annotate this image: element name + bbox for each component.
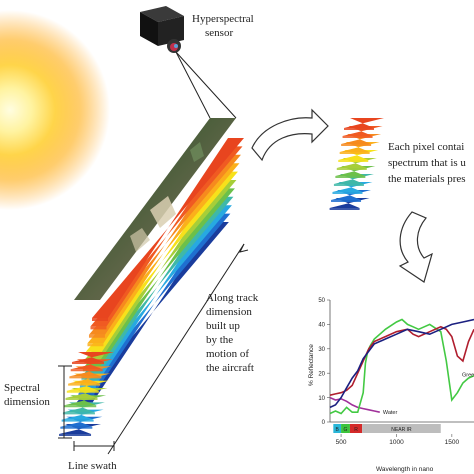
pixel-spectrum-stack [329, 118, 384, 210]
x-tick-label: 500 [336, 439, 347, 446]
band-layer-edge [335, 176, 366, 178]
y-tick-label: 20 [318, 371, 325, 377]
pixel-note-line3: the materials pres [388, 173, 466, 185]
band-strip-label: R [354, 427, 358, 433]
band-layer-edge [59, 434, 92, 436]
band-layer-edge [341, 144, 372, 146]
chart-band-strip [333, 424, 441, 433]
series-line [329, 325, 474, 396]
band-strip-label: G [344, 427, 348, 433]
camera-sensor-icon [140, 6, 184, 53]
y-tick-label: 40 [318, 323, 325, 329]
x-tick-label: 1000 [389, 439, 404, 446]
sensor-label-line1: Hyperspectral [192, 13, 254, 25]
band-layer-edge [69, 376, 102, 379]
band-layer-edge [336, 168, 367, 170]
along-track-line1: Along track [206, 292, 259, 304]
line-swath-label: Line swath [68, 460, 117, 472]
series-label-water: Water [383, 410, 398, 416]
spectral-dimension-line1: Spectral [4, 382, 40, 394]
band-layer-edge [339, 152, 370, 154]
sensor-field-of-view [175, 51, 237, 119]
band-strip-segment [349, 424, 363, 433]
spectral-dimension-bracket [58, 365, 72, 439]
band-layer-edge [332, 192, 363, 194]
band-layer-edge [64, 405, 97, 408]
series-line [329, 318, 474, 415]
sensor-label-line2: sensor [205, 27, 233, 39]
band-layer [61, 409, 104, 420]
band-layer [72, 352, 114, 362]
pixel-note-line2: spectrum that is u [388, 157, 466, 169]
band-layer-edge [60, 426, 93, 429]
band-layer-edge [88, 334, 105, 338]
band-layer-edge [61, 419, 94, 422]
along-track-dimension-line [107, 243, 249, 455]
series-label-green: Gree [462, 373, 474, 379]
band-layer-edge [331, 200, 362, 202]
band-strip-label: B [336, 427, 340, 433]
band-layer-edge [92, 318, 108, 321]
band-layer-edge [329, 208, 360, 210]
curved-arrow-right-icon [251, 108, 329, 162]
band-layer-edge [342, 136, 373, 138]
band-layer-edge [65, 398, 98, 400]
y-tick-label: 50 [318, 298, 325, 304]
x-tick-label: 1500 [445, 439, 460, 446]
y-tick-label: 10 [318, 396, 325, 402]
band-strip-segment [341, 424, 350, 433]
band-layer [76, 222, 229, 402]
y-tick-label: 0 [322, 420, 326, 426]
reflectance-chart: 0 10 20 30 40 50 500 1000 1500 B G R NEAR IR Water Gre… [308, 298, 474, 473]
band-strip-label: NEAR IR [391, 427, 412, 433]
chart-xlabel: Wavelength in nano [376, 466, 434, 473]
along-track-line6: the aircraft [206, 362, 254, 374]
chart-axes [327, 299, 474, 437]
band-layer-edge [70, 369, 103, 372]
band-layer-edge [338, 160, 369, 162]
pixel-note-line1: Each pixel contai [388, 141, 464, 153]
curved-arrow-down-icon [398, 211, 433, 283]
band-layer [92, 138, 244, 318]
series-line [329, 318, 474, 409]
band-strip-segment [362, 424, 441, 433]
band-layer-edge [90, 326, 107, 330]
line-swath-bracket [73, 441, 115, 451]
sun-icon [0, 10, 110, 210]
along-track-line2: dimension [206, 306, 252, 318]
chart-ylabel: % Reflectance [308, 344, 315, 386]
chart-lines [329, 318, 474, 415]
along-track-line3: built up [206, 320, 240, 332]
band-layer-edge [72, 362, 104, 364]
along-track-line5: motion of [206, 348, 249, 360]
y-tick-label: 30 [318, 347, 325, 353]
band-layer-edge [344, 128, 374, 130]
chart-labels: 0 10 20 30 40 50 500 1000 1500 B G R NEAR IR Water Gre… [318, 298, 474, 446]
along-track-line4: by the [206, 334, 233, 346]
spectral-band-stack [59, 352, 114, 436]
band-layer-edge [333, 184, 364, 186]
band-layer-edge [66, 390, 99, 393]
spectral-dimension-line2: dimension [4, 396, 50, 408]
series-line [329, 396, 380, 413]
band-layer-edge [87, 343, 104, 347]
band-layer-edge [62, 412, 95, 415]
aerial-image-layer [74, 118, 236, 300]
band-strip-segment [333, 424, 342, 433]
band-layer-edge [68, 383, 101, 386]
band-layer [344, 118, 384, 128]
hyperspectral-cube [76, 138, 244, 405]
